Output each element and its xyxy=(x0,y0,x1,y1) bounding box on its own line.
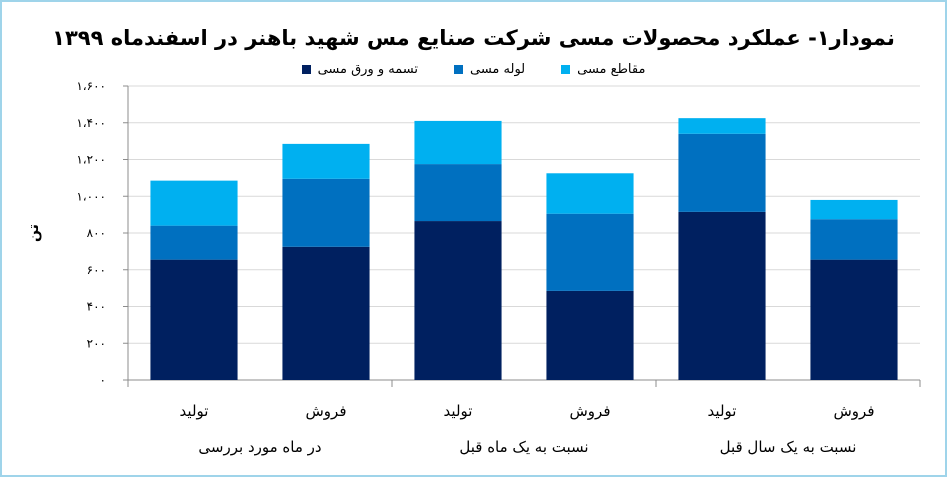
chart-title: نمودار۱- عملکرد محصولات مسی شرکت صنایع م… xyxy=(52,26,895,50)
legend-item-series-1: تسمه و ورق مسی xyxy=(301,62,418,77)
bar-segment-series-1 xyxy=(150,259,238,380)
bar-segment-series-2 xyxy=(810,219,898,260)
bar-segment-series-3 xyxy=(810,199,898,220)
legend-label-series-3: مقاطع مسی xyxy=(577,62,646,77)
y-axis-label: تن xyxy=(26,224,42,242)
legend-item-series-3: مقاطع مسی xyxy=(561,62,645,77)
bar-segment-series-3 xyxy=(282,143,370,179)
y-tick-label: ۱،۲۰۰ xyxy=(76,153,106,167)
y-tick-label: ۴۰۰ xyxy=(87,300,106,314)
y-tick-label: ۲۰۰ xyxy=(87,336,106,350)
legend-label-series-1: تسمه و ورق مسی xyxy=(317,62,418,77)
bar-segment-series-2 xyxy=(414,164,502,222)
y-tick-label: ۸۰۰ xyxy=(87,226,106,240)
y-tick-label: ۱،۰۰۰ xyxy=(76,189,106,203)
bar-segment-series-2 xyxy=(150,225,238,260)
bar-segment-series-1 xyxy=(678,211,766,380)
bar-segment-series-3 xyxy=(678,118,766,134)
bar-segment-series-2 xyxy=(546,213,634,291)
x-category-label: تولید xyxy=(708,402,737,420)
bar-segment-series-3 xyxy=(150,180,238,226)
y-tick-label: ۱،۶۰۰ xyxy=(76,79,106,93)
y-tick-label: ۱،۴۰۰ xyxy=(76,116,106,130)
legend-swatch-series-3 xyxy=(561,65,571,74)
legend: تسمه و ورق مسی لوله مسی مقاطع مسی xyxy=(0,62,947,77)
legend-label-series-2: لوله مسی xyxy=(469,62,526,77)
x-group-label: در ماه مورد بررسی xyxy=(198,438,321,456)
x-category-label: فروش xyxy=(833,402,874,420)
legend-swatch-series-1 xyxy=(301,65,311,74)
bar-segment-series-1 xyxy=(546,290,634,380)
bar-segment-series-1 xyxy=(282,246,370,380)
bar-segment-series-1 xyxy=(810,259,898,380)
y-tick-label: ۰ xyxy=(100,373,106,387)
x-group-label: نسبت به یک سال قبل xyxy=(720,438,857,456)
bar-segment-series-2 xyxy=(678,133,766,212)
bar-segment-series-3 xyxy=(546,173,634,214)
x-category-label: فروش xyxy=(305,402,346,420)
legend-swatch-series-2 xyxy=(453,65,463,74)
bar-segment-series-1 xyxy=(414,221,502,380)
legend-item-series-2: لوله مسی xyxy=(453,62,526,77)
y-tick-label: ۶۰۰ xyxy=(87,263,106,277)
x-category-label: تولید xyxy=(180,402,209,420)
x-category-label: فروش xyxy=(569,402,610,420)
x-group-label: نسبت به یک ماه قبل xyxy=(459,438,588,456)
x-category-label: تولید xyxy=(444,402,473,420)
bar-segment-series-3 xyxy=(414,120,502,165)
bar-segment-series-2 xyxy=(282,178,370,247)
